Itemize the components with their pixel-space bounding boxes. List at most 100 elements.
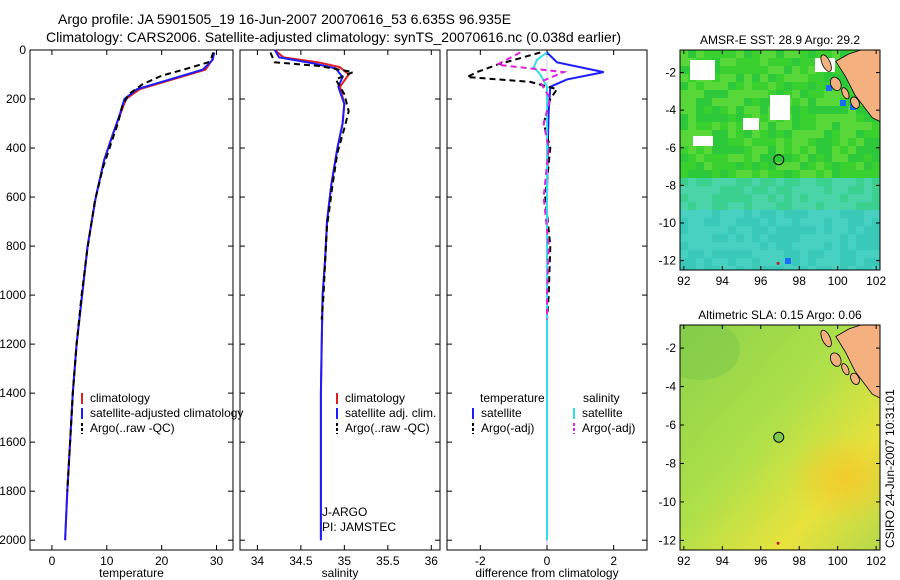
sst-cell [784, 146, 792, 154]
sst-cell [712, 170, 720, 178]
sst-cell [736, 106, 744, 114]
sst-cell [744, 266, 752, 270]
sst-cell [816, 266, 824, 270]
sst-cell [752, 154, 760, 162]
sst-cell [808, 210, 816, 218]
sst-cell [808, 122, 816, 130]
sst-cell [864, 210, 872, 218]
sst-cell [872, 202, 880, 210]
sst-cell [760, 114, 768, 122]
sst-cell [728, 106, 736, 114]
sst-cell [680, 218, 688, 226]
sst-cell [720, 194, 728, 202]
sst_map-xtick-label: 96 [754, 274, 768, 288]
sst-cell [776, 226, 784, 234]
sst-cell [720, 210, 728, 218]
sst-cell [720, 130, 728, 138]
sst-cell [712, 106, 720, 114]
sst-cell [768, 74, 776, 82]
sst-cell [712, 194, 720, 202]
sst_map-xtick-label: 102 [866, 274, 886, 288]
sst-cell [696, 226, 704, 234]
sst-cell [864, 170, 872, 178]
sst-cell [688, 218, 696, 226]
sst-cell [864, 202, 872, 210]
sst-cell [808, 90, 816, 98]
sst_map-ytick-label: -2 [665, 66, 676, 80]
sst-cell [744, 170, 752, 178]
sst-cell [680, 90, 688, 98]
sst-cell [776, 202, 784, 210]
sst-cell [864, 178, 872, 186]
sst-cell [704, 90, 712, 98]
sst-cell [688, 226, 696, 234]
sst-cell [824, 90, 832, 98]
sst-cell [864, 266, 872, 270]
sst-cell [872, 210, 880, 218]
sst-cell [856, 170, 864, 178]
sst-cell [760, 218, 768, 226]
sst-cell [736, 234, 744, 242]
sst-cell [848, 114, 856, 122]
sst-cell [808, 178, 816, 186]
sst-cell [808, 146, 816, 154]
difference-series-salinity-satellite [532, 51, 548, 541]
sst-cell [712, 122, 720, 130]
sst-cell [760, 122, 768, 130]
sst-cell [784, 178, 792, 186]
sst-cell [784, 154, 792, 162]
sst-cell [712, 162, 720, 170]
sst-cell [808, 250, 816, 258]
temp-legend-item: satellite-adjusted climatology [90, 406, 243, 420]
sst-cell [800, 170, 808, 178]
sst-cell [744, 106, 752, 114]
sst-cell [696, 266, 704, 270]
sst-cell [840, 234, 848, 242]
sst-cell [792, 130, 800, 138]
sst-cell [704, 98, 712, 106]
sst-cell [744, 154, 752, 162]
sst-cell [848, 154, 856, 162]
sst-cell [872, 146, 880, 154]
sst-cell [680, 162, 688, 170]
sst-cell [832, 242, 840, 250]
sst-cell [784, 82, 792, 90]
sst-cell [744, 130, 752, 138]
sst-cell [760, 226, 768, 234]
sst-cell [800, 122, 808, 130]
sst-cell [872, 154, 880, 162]
sst-cell [688, 122, 696, 130]
sst-cell [712, 178, 720, 186]
sst-cell [720, 226, 728, 234]
depth-tick-label: 1400 [0, 386, 26, 400]
sst-cell [736, 258, 744, 266]
sst-cell [736, 178, 744, 186]
sst-cell [744, 146, 752, 154]
salinity-xtick-label: 35.5 [376, 554, 400, 568]
sst-cell [744, 242, 752, 250]
sst-cell [856, 202, 864, 210]
sst-cell [872, 162, 880, 170]
sst-cell [728, 194, 736, 202]
sst_map-xtick-label: 100 [828, 274, 848, 288]
sst-cell [816, 98, 824, 106]
sst-cell [680, 114, 688, 122]
sst-cell [856, 258, 864, 266]
sst-cell [728, 210, 736, 218]
sst-cell [712, 138, 720, 146]
sst-cell [720, 90, 728, 98]
difference-xlabel: difference from climatology [475, 566, 618, 580]
temperature-xtick-label: 10 [100, 554, 114, 568]
sst-cell [680, 210, 688, 218]
sst-cell [856, 114, 864, 122]
sst-cell [792, 194, 800, 202]
sst-cell [736, 218, 744, 226]
sst-cell [704, 114, 712, 122]
sst-cell [800, 218, 808, 226]
sst-cell [848, 146, 856, 154]
sla_map-xtick-label: 92 [677, 554, 691, 568]
sst-cell [864, 250, 872, 258]
sst-cell [688, 210, 696, 218]
sst-cell [832, 202, 840, 210]
